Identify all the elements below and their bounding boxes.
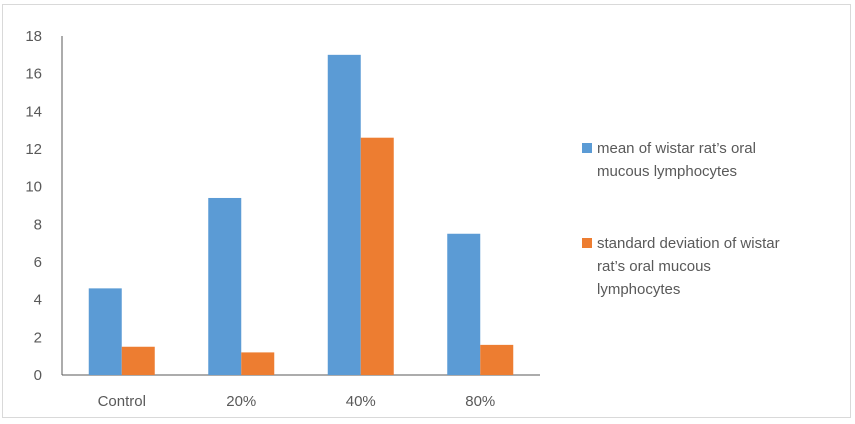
- bar-std-dev-3: [480, 344, 514, 375]
- legend-swatch-std-dev: [582, 238, 592, 248]
- bar-mean-3: [447, 233, 481, 375]
- bars: [88, 54, 514, 375]
- legend-label-std-dev: standard deviation of wistar: [597, 235, 780, 252]
- x-tick-label: Control: [98, 393, 146, 410]
- x-tick-label: 40%: [346, 393, 376, 410]
- legend-label-std-dev: lymphocytes: [597, 281, 680, 298]
- y-tick-label: 2: [34, 329, 42, 346]
- legend: mean of wistar rat’s oral mucous lymphocy…: [582, 140, 780, 298]
- bar-std-dev-2: [360, 137, 394, 375]
- y-tick-label: 8: [34, 216, 42, 233]
- bar-mean-2: [327, 54, 361, 375]
- legend-label-mean: mucous lymphocytes: [597, 163, 737, 180]
- y-tick-label: 12: [25, 141, 42, 158]
- y-tick-label: 0: [34, 367, 42, 384]
- y-tick-label: 10: [25, 179, 42, 196]
- bar-std-dev-1: [241, 352, 275, 375]
- y-tick-label: 14: [25, 103, 42, 120]
- legend-label-mean: mean of wistar rat’s oral: [597, 140, 756, 157]
- legend-swatch-mean: [582, 143, 592, 153]
- x-axis-ticks: Control 20% 40% 80%: [98, 393, 496, 410]
- y-tick-label: 16: [25, 66, 42, 83]
- y-tick-label: 4: [34, 292, 42, 309]
- bar-mean-0: [88, 288, 122, 375]
- y-tick-label: 18: [25, 28, 42, 45]
- bar-std-dev-0: [121, 346, 155, 375]
- bar-mean-1: [208, 197, 242, 375]
- x-tick-label: 20%: [226, 393, 256, 410]
- legend-label-std-dev: rat’s oral mucous: [597, 258, 711, 275]
- x-tick-label: 80%: [465, 393, 495, 410]
- y-tick-label: 6: [34, 254, 42, 271]
- y-axis-ticks: 0 2 4 6 8 10 12 14 16 18: [25, 28, 42, 384]
